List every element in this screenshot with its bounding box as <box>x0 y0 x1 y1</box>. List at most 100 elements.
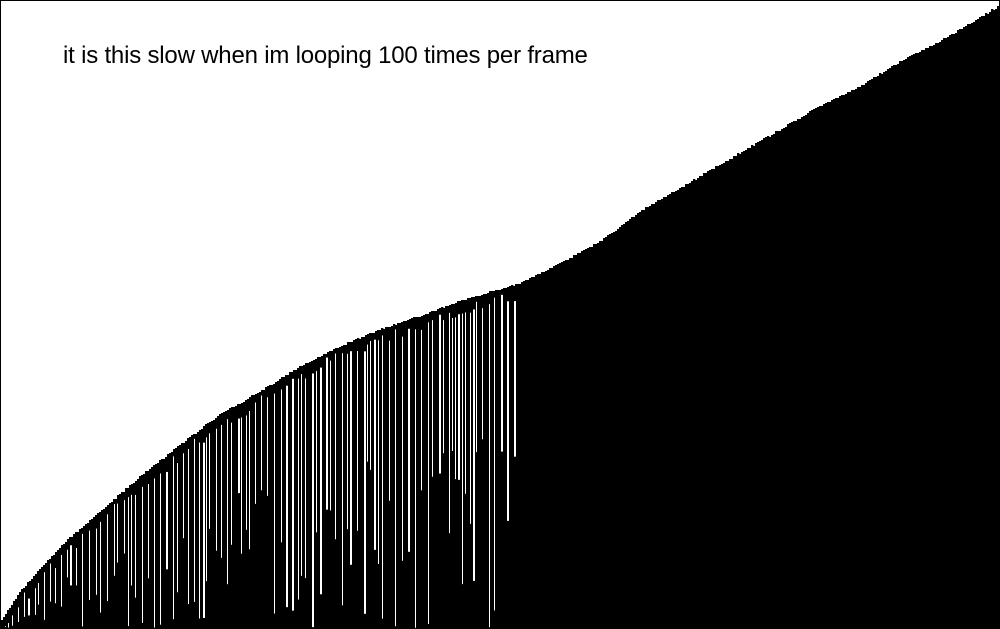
caption-text: it is this slow when im looping 100 time… <box>63 42 588 69</box>
bar <box>155 464 158 628</box>
bar-gap <box>117 503 118 563</box>
bar <box>257 393 260 628</box>
bar <box>549 268 552 628</box>
bar <box>705 173 708 628</box>
bar <box>175 448 178 628</box>
bar <box>941 40 944 628</box>
bar <box>913 54 916 628</box>
bar <box>531 277 534 628</box>
bar <box>309 362 312 628</box>
bar <box>323 354 326 628</box>
bar-gap <box>286 385 288 608</box>
bar <box>173 449 176 628</box>
bar-gap <box>177 463 178 593</box>
bar <box>115 499 118 628</box>
bar-gap <box>347 353 348 530</box>
bar-gap <box>166 471 168 570</box>
bar <box>803 116 806 628</box>
bar <box>237 404 240 628</box>
bar <box>519 284 522 628</box>
bar <box>633 217 636 628</box>
bar <box>405 321 408 628</box>
bar <box>57 550 60 628</box>
bar <box>951 34 954 628</box>
bar <box>477 296 480 628</box>
bar-gap <box>209 433 210 529</box>
bar <box>85 524 88 628</box>
bar <box>863 85 866 628</box>
bar-gap <box>249 410 250 550</box>
bar <box>521 282 524 628</box>
bar <box>225 411 228 628</box>
bar <box>287 375 290 628</box>
bar <box>305 363 308 628</box>
bar <box>267 386 270 628</box>
bar-gap <box>131 494 132 586</box>
bar <box>137 479 140 628</box>
bar <box>403 321 406 628</box>
bar <box>289 372 292 628</box>
bar <box>607 235 610 628</box>
bar-gap <box>281 389 282 543</box>
bar <box>61 545 64 628</box>
bar <box>883 72 886 628</box>
bar <box>905 59 908 628</box>
bar <box>7 610 10 628</box>
bar <box>209 422 212 628</box>
bar <box>525 280 528 628</box>
bar <box>781 129 784 628</box>
bar <box>639 212 642 628</box>
bar <box>485 294 488 628</box>
bar-gap <box>501 294 503 452</box>
bar <box>837 98 840 628</box>
bar-gap <box>330 360 331 511</box>
bar-gap <box>494 297 495 611</box>
bar-gap <box>114 504 115 576</box>
bar <box>145 471 148 628</box>
bar <box>703 173 706 628</box>
bar <box>925 48 928 628</box>
bar <box>541 272 544 628</box>
bar <box>631 217 634 628</box>
bar <box>579 253 582 628</box>
bar <box>613 232 616 628</box>
bar <box>559 263 562 628</box>
bar <box>659 200 662 628</box>
bar <box>179 445 182 628</box>
bar <box>885 71 888 628</box>
bar <box>117 495 120 628</box>
bar <box>737 153 740 628</box>
bar <box>39 569 42 628</box>
bar <box>35 574 38 628</box>
bar <box>463 300 466 628</box>
bar-gap <box>70 545 72 586</box>
bar <box>785 127 788 628</box>
bar <box>899 61 902 628</box>
bar <box>701 176 704 628</box>
bar <box>223 412 226 628</box>
bar-gap <box>335 353 336 540</box>
bar <box>387 327 390 628</box>
bar-gap <box>5 626 6 628</box>
bar <box>853 90 856 628</box>
bar <box>269 385 272 628</box>
bar <box>539 274 542 628</box>
bar <box>67 539 70 628</box>
bar <box>565 260 568 628</box>
bar <box>89 520 92 628</box>
bar <box>59 548 62 628</box>
bar <box>893 65 896 628</box>
bar-gap <box>261 395 262 491</box>
bar <box>669 194 672 628</box>
bar <box>831 100 834 628</box>
bar <box>939 42 942 628</box>
bar <box>627 221 630 628</box>
bar <box>5 614 8 628</box>
bar <box>743 151 746 628</box>
bar <box>797 119 800 628</box>
bar <box>479 296 482 628</box>
bar <box>823 104 826 628</box>
bar <box>987 14 990 628</box>
bar-gap <box>221 424 222 558</box>
bar <box>161 459 164 628</box>
